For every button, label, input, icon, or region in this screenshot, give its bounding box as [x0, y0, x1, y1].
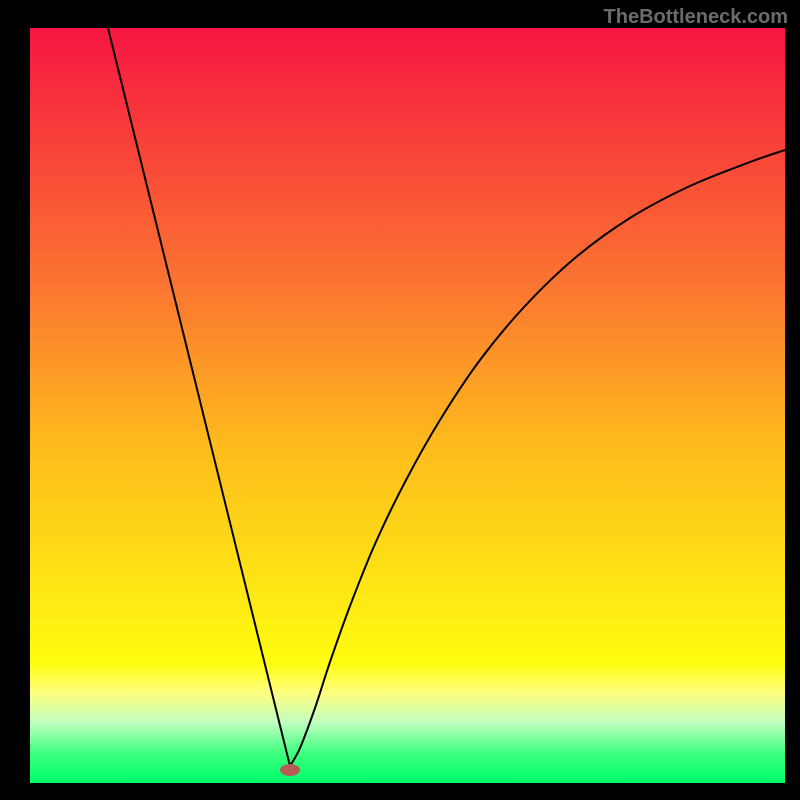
left-curve: [108, 28, 290, 766]
chart-container: TheBottleneck.com: [0, 0, 800, 800]
right-curve: [290, 150, 785, 766]
plot-area: [30, 28, 785, 783]
curves-svg: [30, 28, 785, 783]
minimum-marker: [280, 764, 300, 776]
watermark-text: TheBottleneck.com: [604, 6, 788, 29]
